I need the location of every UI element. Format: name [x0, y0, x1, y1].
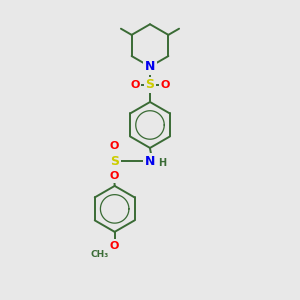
Text: N: N	[145, 60, 155, 73]
Text: O: O	[110, 142, 119, 152]
Text: H: H	[158, 158, 166, 168]
Text: O: O	[130, 80, 140, 90]
Text: N: N	[145, 155, 155, 168]
Text: O: O	[160, 80, 170, 90]
Text: CH₃: CH₃	[90, 250, 109, 259]
Text: O: O	[110, 171, 119, 181]
Text: S: S	[110, 155, 119, 168]
Text: S: S	[146, 78, 154, 91]
Text: O: O	[110, 241, 119, 251]
